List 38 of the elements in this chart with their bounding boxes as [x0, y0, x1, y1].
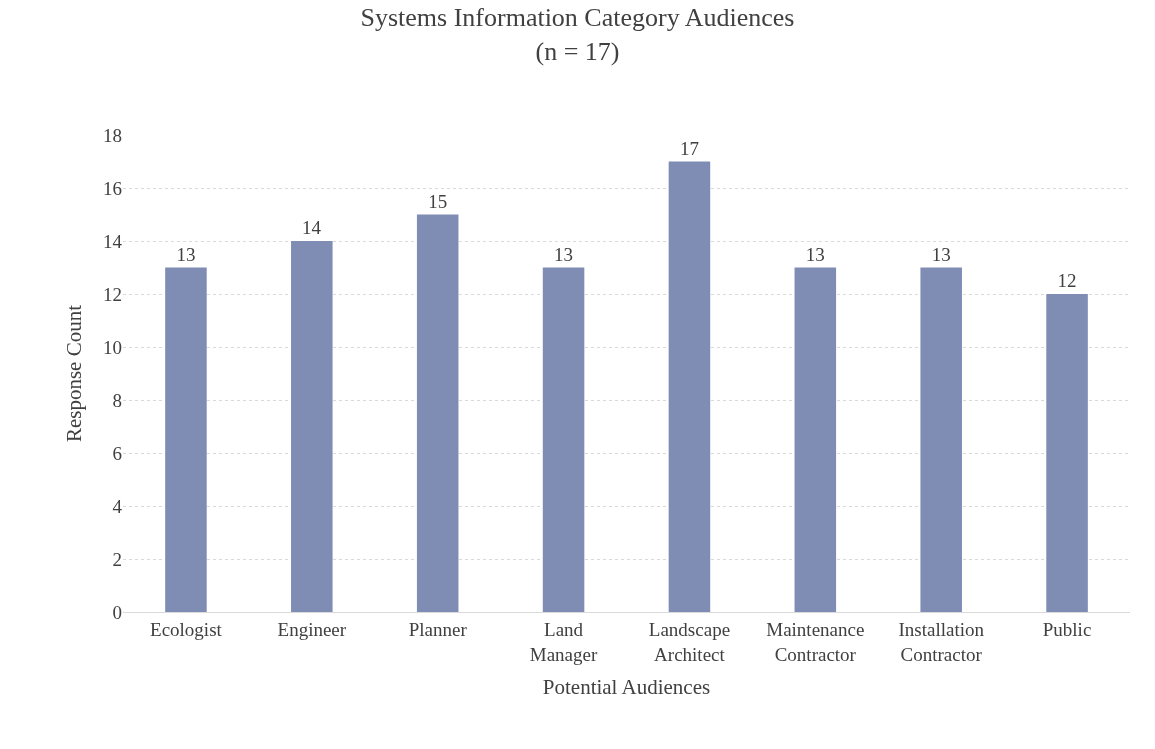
y-tick-label: 16: [103, 177, 122, 199]
bar: [1046, 294, 1088, 612]
data-label: 13: [805, 243, 825, 265]
data-label: 13: [176, 243, 196, 265]
bar: [165, 267, 207, 612]
x-tick-label: Installation Contractor: [898, 618, 985, 665]
x-tick-label: Engineer: [277, 618, 347, 640]
bar: [291, 241, 333, 612]
data-label: 15: [428, 190, 448, 212]
y-tick-label: 14: [103, 230, 123, 252]
y-tick-label: 18: [103, 124, 122, 146]
y-tick-label: 8: [112, 389, 122, 411]
x-tick-label: Ecologist: [150, 618, 223, 640]
chart-title: Systems Information Category Audiences: [360, 3, 795, 33]
y-tick-label: 2: [112, 548, 122, 570]
y-axis-title: Response Count: [62, 304, 87, 443]
x-tick-label: Landscape Architect: [648, 618, 731, 665]
x-tick-label: Public: [1042, 618, 1092, 640]
bar: [416, 214, 459, 612]
data-label: 13: [931, 243, 951, 265]
x-tick-label: Planner: [408, 618, 468, 640]
x-tick-label: Land Manager: [529, 618, 598, 665]
y-tick-label: 10: [103, 336, 122, 358]
bar: [542, 267, 585, 612]
y-tick-label: 4: [112, 495, 123, 517]
y-tick-label: 0: [112, 601, 122, 623]
data-label: 14: [302, 217, 322, 238]
bar: [794, 267, 837, 612]
x-axis-title: Potential Audiences: [542, 674, 711, 699]
x-tick-label: Maintenance Contractor: [766, 618, 865, 665]
data-label: 13: [554, 243, 574, 265]
bar: [920, 267, 962, 612]
y-tick-label: 6: [112, 442, 122, 464]
data-label: 17: [679, 137, 699, 159]
chart-subtitle: (n = 17): [535, 37, 620, 67]
y-tick-label: 12: [103, 283, 122, 305]
bar: [668, 161, 711, 612]
data-label: 12: [1057, 270, 1077, 291]
